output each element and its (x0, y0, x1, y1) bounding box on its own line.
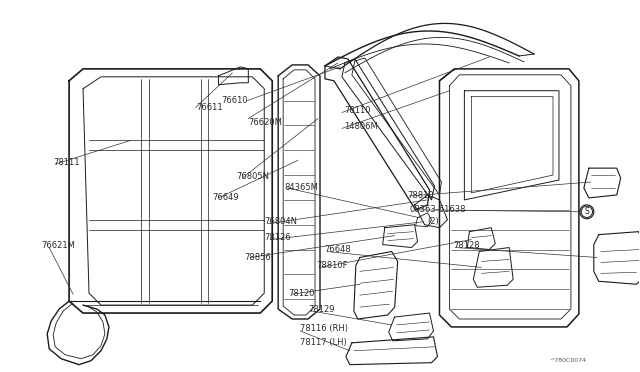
Text: 76611: 76611 (196, 103, 223, 112)
Text: ^780C0074: ^780C0074 (549, 358, 586, 363)
Text: 76620M: 76620M (248, 118, 282, 127)
Text: 78810F: 78810F (316, 261, 348, 270)
Text: 78810: 78810 (408, 192, 435, 201)
Text: S: S (584, 207, 589, 216)
Text: 08363-61638: 08363-61638 (410, 205, 466, 214)
Text: (2): (2) (428, 217, 439, 226)
Text: 76649: 76649 (212, 193, 239, 202)
Text: 78128: 78128 (453, 241, 480, 250)
Text: 76610: 76610 (221, 96, 248, 105)
Text: 14806M: 14806M (344, 122, 378, 131)
Text: 76804N: 76804N (264, 217, 297, 226)
Text: 76648: 76648 (324, 245, 351, 254)
Text: 78856: 78856 (244, 253, 271, 262)
Text: 78116 (RH): 78116 (RH) (300, 324, 348, 333)
Text: 78120: 78120 (288, 289, 315, 298)
Text: 84365M: 84365M (284, 183, 318, 192)
Text: 76621M: 76621M (41, 241, 75, 250)
Text: 78126: 78126 (264, 233, 291, 242)
Text: 78111: 78111 (53, 158, 79, 167)
Text: S: S (585, 209, 589, 215)
Text: 78110: 78110 (344, 106, 371, 115)
Text: 78129: 78129 (308, 305, 335, 314)
Text: 76805N: 76805N (236, 171, 269, 180)
Text: 78117 (LH): 78117 (LH) (300, 338, 347, 347)
